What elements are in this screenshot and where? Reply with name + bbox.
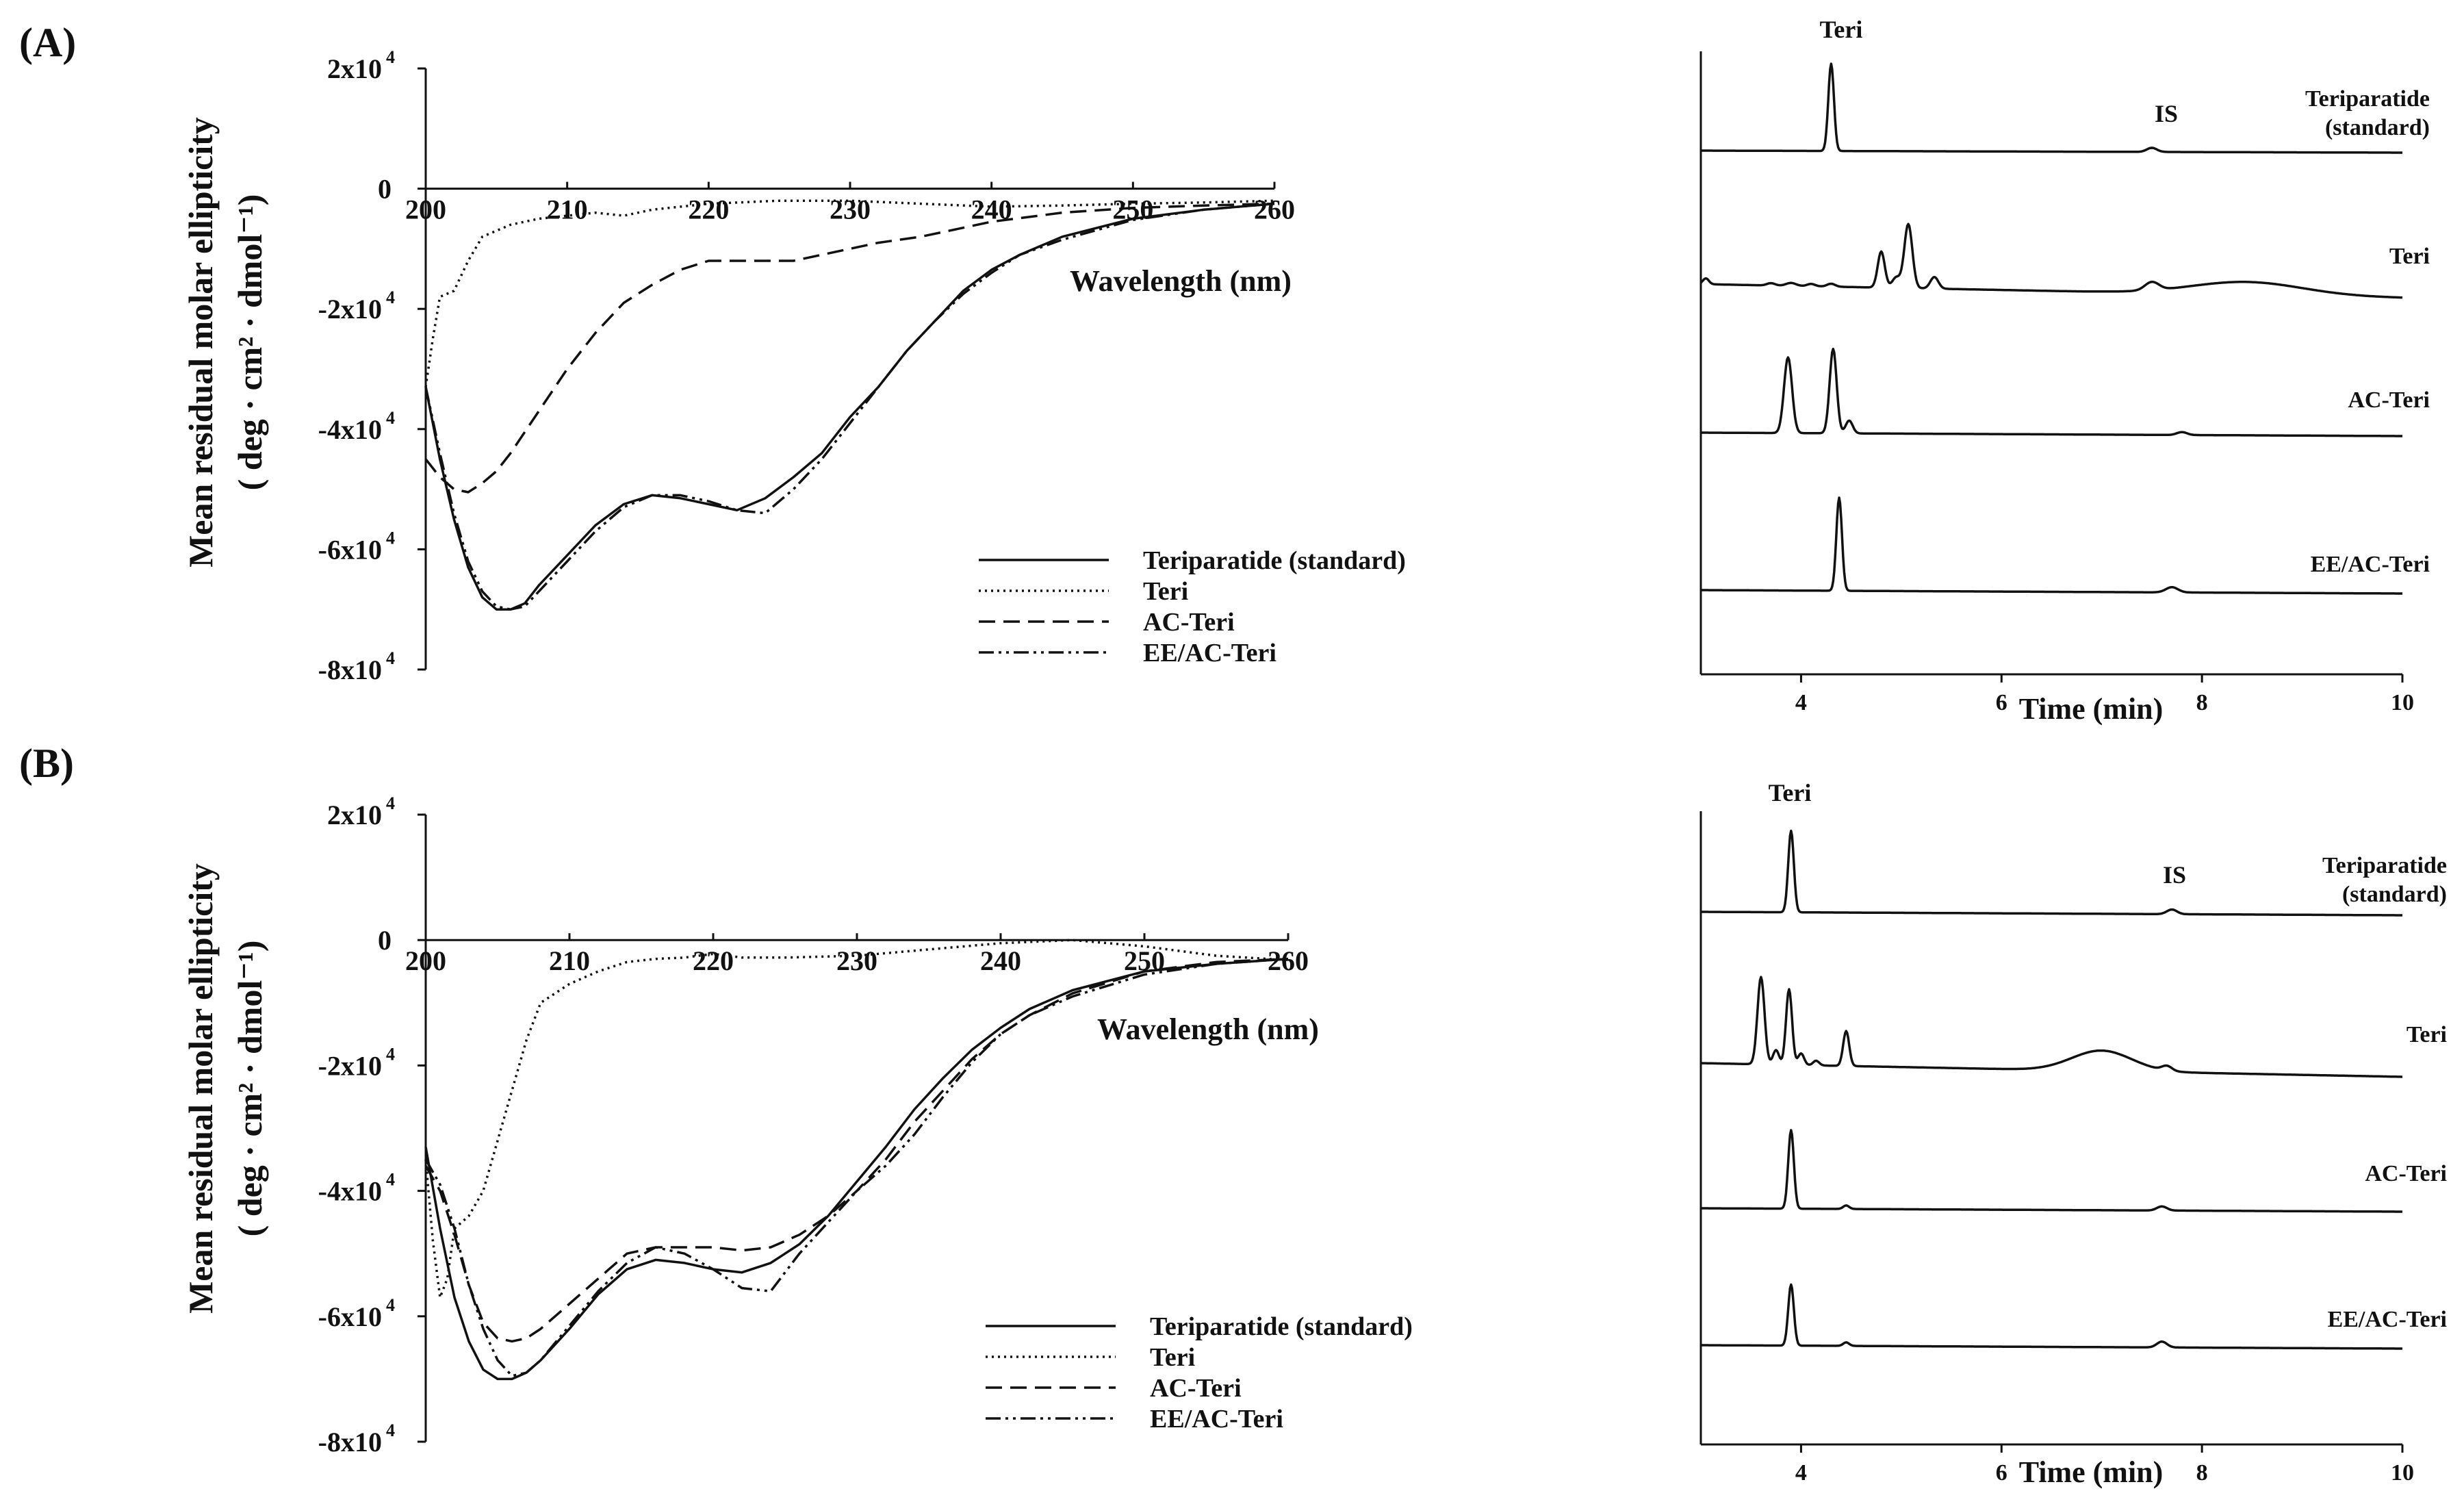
cd-y-tick-exponent: 4: [386, 1044, 395, 1064]
cd-x-tick-label: 250: [1112, 194, 1153, 225]
cd-series-teri: [424, 199, 1275, 387]
cd-series-teriparatide-standard: [424, 957, 1289, 1381]
panel-a-hplc-peak-label-is: IS: [2155, 100, 2178, 127]
panel-a-cd-ylabel-line1: Mean residual molar ellipticity: [181, 117, 220, 568]
cd-y-tick-exponent: 4: [386, 1420, 395, 1440]
cd-y-tick-exponent: 4: [386, 1295, 395, 1315]
cd-y-tick-exponent: 4: [386, 793, 395, 813]
cd-y-tick-label: -4x10: [318, 1176, 382, 1207]
legend-entry: Teri: [1150, 1343, 1195, 1372]
hplc-trace-ee-ac-teri: [1700, 1283, 2403, 1350]
hplc-trace-ac-teri: [1700, 1129, 2403, 1213]
hplc-trace-label: Teriparatide: [2322, 853, 2447, 878]
hplc-trace-label-line2: (standard): [2325, 115, 2430, 140]
cd-y-tick-label: -8x10: [318, 1427, 382, 1457]
panel-b-cd-ylabel-line1: Mean residual molar ellipticity: [181, 863, 220, 1314]
hplc-trace-label: AC-Teri: [2365, 1161, 2447, 1186]
cd-series-teri: [424, 939, 1289, 1299]
hplc-x-tick-label: 6: [1996, 1460, 2007, 1486]
hplc-x-tick-label: 4: [1795, 1460, 1807, 1486]
hplc-trace-label: Teriparatide: [2305, 86, 2430, 112]
panel-a-hplc-xlabel: Time (min): [2019, 692, 2164, 726]
panel-b-hplc-xlabel: Time (min): [2019, 1455, 2164, 1489]
cd-y-tick-label: -2x10: [318, 1050, 382, 1081]
panel-a-hplc-peak-label-teri: Teri: [1820, 16, 1863, 43]
cd-series-ee-ac-teri: [424, 202, 1275, 611]
hplc-trace-label: Teri: [2407, 1022, 2447, 1047]
panel-b-cd-chart: Mean residual molar ellipticity ( deg · …: [181, 793, 1413, 1457]
panel-b-cd-ylabel-line2: ( deg · cm² · dmol⁻¹): [231, 941, 269, 1237]
hplc-trace-label: EE/AC-Teri: [2328, 1307, 2447, 1332]
cd-x-tick-label: 220: [693, 945, 734, 976]
panel-a-cd-ylabel-line2: ( deg · cm² · dmol⁻¹): [231, 194, 269, 491]
cd-x-tick-label: 230: [836, 945, 877, 976]
cd-x-tick-label: 200: [405, 945, 446, 976]
cd-x-tick-label: 200: [405, 194, 446, 225]
hplc-trace-teriparatide: [1700, 62, 2403, 154]
legend-entry: EE/AC-Teri: [1150, 1405, 1283, 1433]
panel-b-hplc-chart: Time (min) Teri IS 4 6 8 10 Teriparatide (sta…: [1699, 779, 2447, 1489]
cd-y-tick-label: -4x10: [318, 414, 382, 445]
cd-y-tick-label: 0: [378, 174, 392, 205]
cd-x-tick-label: 210: [549, 945, 590, 976]
cd-x-tick-label: 220: [688, 194, 729, 225]
panel-a-hplc-chart: Time (min) Teri IS 4 6 8 10 Teriparatide (sta…: [1699, 16, 2430, 726]
hplc-x-tick-label: 10: [2391, 690, 2414, 715]
cd-y-tick-label: 2x10: [327, 53, 382, 84]
panel-a-label: (A): [19, 20, 76, 65]
hplc-trace-label: AC-Teri: [2348, 387, 2430, 413]
hplc-x-tick-label: 8: [2196, 690, 2208, 715]
hplc-trace-teri: [1700, 976, 2403, 1078]
hplc-x-tick-label: 4: [1795, 690, 1807, 715]
cd-y-tick-exponent: 4: [386, 648, 395, 668]
hplc-trace-label-line2: (standard): [2342, 882, 2447, 907]
cd-y-tick-label: -2x10: [318, 294, 382, 324]
cd-y-tick-exponent: 4: [386, 528, 395, 548]
cd-y-tick-exponent: 4: [386, 408, 395, 428]
hplc-x-tick-label: 10: [2391, 1460, 2414, 1486]
cd-x-tick-label: 230: [830, 194, 871, 225]
panel-b-cd-xlabel: Wavelength (nm): [1097, 1012, 1319, 1046]
cd-series-ac-teri: [424, 202, 1275, 494]
legend-entry: AC-Teri: [1143, 608, 1235, 637]
panel-a: (A) Mean residual molar ellipticity ( de…: [19, 16, 2430, 726]
hplc-x-tick-label: 6: [1996, 690, 2007, 715]
cd-y-tick-exponent: 4: [386, 288, 395, 307]
legend-entry: Teri: [1143, 577, 1188, 606]
cd-y-tick-exponent: 4: [386, 1170, 395, 1190]
cd-x-tick-label: 260: [1254, 194, 1295, 225]
cd-x-tick-label: 210: [547, 194, 588, 225]
legend-entry: AC-Teri: [1150, 1374, 1242, 1403]
hplc-trace-ac-teri: [1700, 347, 2403, 437]
panel-b-hplc-peak-label-is: IS: [2163, 861, 2186, 889]
cd-series-ee-ac-teri: [424, 957, 1289, 1377]
cd-x-tick-label: 240: [980, 945, 1021, 976]
cd-y-tick-label: 0: [378, 925, 392, 956]
panel-b-label: (B): [19, 741, 74, 786]
panel-b: (B) Mean residual molar ellipticity ( de…: [19, 741, 2447, 1489]
hplc-trace-teri: [1699, 222, 2403, 299]
hplc-x-tick-label: 8: [2196, 1460, 2208, 1486]
panel-a-cd-xlabel: Wavelength (nm): [1070, 264, 1292, 298]
hplc-trace-label: EE/AC-Teri: [2311, 552, 2430, 577]
cd-y-tick-label: -6x10: [318, 1301, 382, 1332]
panel-b-hplc-peak-label-teri: Teri: [1769, 779, 1812, 806]
legend-entry: EE/AC-Teri: [1143, 639, 1276, 667]
hplc-trace-ee-ac-teri: [1700, 496, 2403, 595]
legend-entry: Teriparatide (standard): [1150, 1312, 1413, 1341]
panel-a-cd-chart: Mean residual molar ellipticity ( deg · …: [181, 47, 1406, 685]
cd-y-tick-label: -6x10: [318, 534, 382, 565]
cd-y-tick-label: 2x10: [327, 800, 382, 830]
cd-series-teriparatide-standard: [424, 202, 1275, 611]
cd-y-tick-label: -8x10: [318, 654, 382, 685]
legend-entry: Teriparatide (standard): [1143, 546, 1406, 575]
hplc-trace-label: Teri: [2389, 244, 2430, 269]
cd-y-tick-exponent: 4: [386, 47, 395, 67]
hplc-trace-teriparatide: [1700, 829, 2403, 917]
